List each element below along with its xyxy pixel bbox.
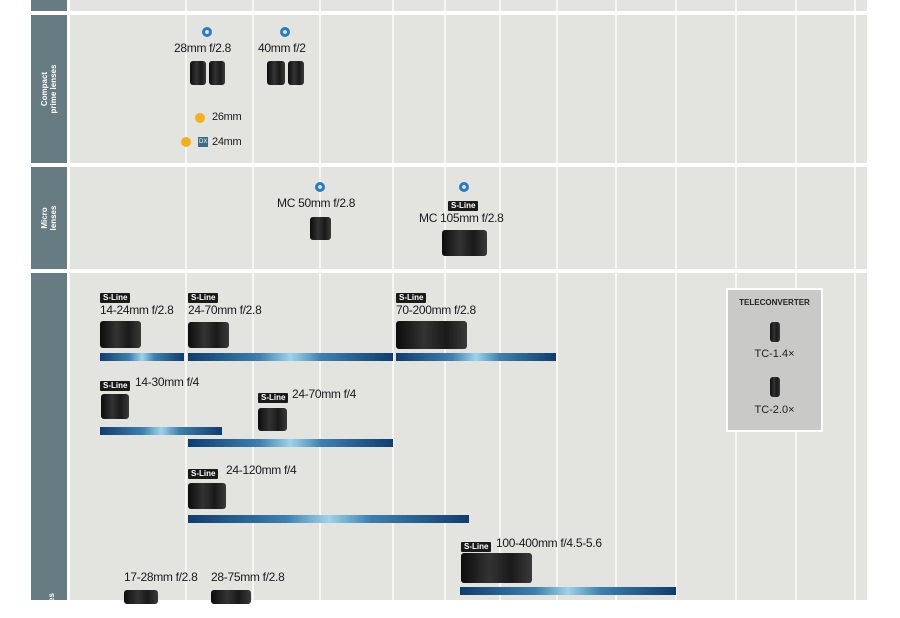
focal-range-bar bbox=[100, 353, 184, 361]
teleconverter-image bbox=[770, 322, 780, 342]
lens-image bbox=[461, 553, 532, 583]
row-divider bbox=[31, 269, 867, 273]
lens-label: MC 105mm f/2.8 bbox=[419, 211, 504, 225]
lens-label: 70-200mm f/2.8 bbox=[396, 303, 476, 317]
lens-image bbox=[100, 321, 141, 348]
focal-range-bar bbox=[188, 439, 393, 447]
focal-range-bar bbox=[188, 353, 393, 361]
grid-line bbox=[185, 0, 187, 600]
s-line-badge: S-Line bbox=[258, 389, 292, 407]
dx-badge: DX bbox=[198, 137, 209, 147]
grid-line bbox=[392, 0, 394, 600]
s-line-badge: S-Line bbox=[396, 289, 430, 307]
grid-line bbox=[319, 0, 321, 600]
lens-label: 24-120mm f/4 bbox=[226, 463, 297, 477]
s-line-badge: S-Line bbox=[461, 538, 495, 556]
focal-range-bar bbox=[100, 427, 222, 435]
upcoming-lens-label: 26mm bbox=[212, 111, 242, 123]
lens-label: 14-30mm f/4 bbox=[135, 375, 200, 389]
lens-image bbox=[188, 322, 229, 348]
lens-label: 17-28mm f/2.8 bbox=[124, 570, 198, 584]
grid-line bbox=[675, 0, 677, 600]
sidebar-top bbox=[31, 0, 67, 11]
grid-line bbox=[615, 0, 617, 600]
category-micro: Micro lenses bbox=[31, 167, 67, 269]
grid-line bbox=[252, 0, 254, 600]
grid-line bbox=[499, 0, 501, 600]
lens-label: 24-70mm f/4 bbox=[292, 387, 357, 401]
lens-image bbox=[258, 408, 287, 431]
lens-label: 100-400mm f/4.5-5.6 bbox=[496, 536, 602, 550]
lens-image bbox=[101, 394, 129, 419]
focal-range-bar bbox=[188, 515, 469, 523]
focal-range-bar bbox=[396, 353, 556, 361]
teleconverter-title: TELECONVERTER bbox=[739, 298, 810, 307]
row-divider bbox=[31, 11, 867, 15]
lens-image bbox=[267, 61, 285, 85]
grid-line bbox=[556, 0, 558, 600]
lens-label: 14-24mm f/2.8 bbox=[100, 303, 174, 317]
s-line-badge: S-Line bbox=[188, 289, 222, 307]
teleconverter-image bbox=[770, 377, 780, 397]
mount-icon bbox=[459, 182, 469, 192]
lens-image bbox=[288, 61, 304, 85]
focal-range-bar bbox=[460, 587, 676, 595]
s-line-badge: S-Line bbox=[100, 289, 134, 307]
lens-image bbox=[442, 230, 487, 256]
s-line-badge: S-Line bbox=[188, 465, 222, 483]
category-label: lenses bbox=[46, 593, 56, 618]
lens-image bbox=[209, 61, 225, 85]
teleconverter-label: TC-1.4× bbox=[754, 348, 795, 360]
category-label: Micro lenses bbox=[40, 205, 58, 231]
lens-image bbox=[190, 61, 206, 85]
s-line-badge: S-Line bbox=[448, 197, 482, 215]
lens-label: 40mm f/2 bbox=[258, 41, 306, 55]
mount-icon bbox=[280, 27, 290, 37]
lens-label: 28mm f/2.8 bbox=[174, 41, 232, 55]
grid-line bbox=[444, 0, 446, 600]
lens-image bbox=[124, 590, 158, 604]
grid-line bbox=[854, 0, 856, 600]
lens-image bbox=[211, 590, 251, 604]
lens-image bbox=[396, 321, 467, 349]
category-zoom: lenses bbox=[31, 273, 67, 618]
mount-icon bbox=[315, 182, 325, 192]
category-compact-prime: Compact prime lenses bbox=[31, 15, 67, 163]
lens-label: 28-75mm f/2.8 bbox=[211, 570, 285, 584]
s-line-badge: S-Line bbox=[100, 377, 134, 395]
upcoming-lens-label: 24mm bbox=[212, 136, 242, 148]
lens-image bbox=[188, 483, 226, 509]
lens-label: MC 50mm f/2.8 bbox=[277, 196, 356, 210]
category-label: Compact prime lenses bbox=[40, 64, 58, 114]
upcoming-dot-icon bbox=[195, 113, 205, 123]
upcoming-dot-icon bbox=[181, 137, 191, 147]
lens-label: 24-70mm f/2.8 bbox=[188, 303, 262, 317]
teleconverter-label: TC-2.0× bbox=[754, 404, 795, 416]
teleconverter-box: TELECONVERTER TC-1.4× TC-2.0× bbox=[726, 288, 823, 432]
lens-image bbox=[310, 217, 331, 240]
mount-icon bbox=[202, 27, 212, 37]
row-divider bbox=[31, 163, 867, 167]
